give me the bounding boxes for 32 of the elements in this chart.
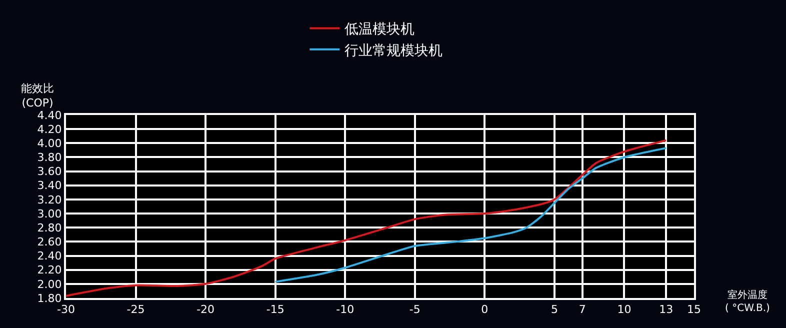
line-series — [66, 139, 668, 297]
x-tick-label: 13 — [659, 303, 674, 316]
y-tick-label: 4.00 — [37, 137, 62, 150]
y-tick-label: 3.60 — [37, 165, 62, 178]
x-tick-label: -20 — [196, 303, 215, 316]
x-tick-label: -30 — [57, 303, 75, 316]
legend-label: 低温模块机 — [344, 22, 415, 38]
x-tick-label: -25 — [126, 303, 145, 316]
y-tick-label: 3.80 — [37, 151, 62, 164]
x-tick-label: -5 — [409, 303, 420, 316]
x-tick-label: 15 — [687, 303, 701, 316]
x-tick-label: 7 — [578, 303, 586, 316]
y-tick-label: 3.00 — [37, 207, 62, 220]
y-tick-label: 1.80 — [37, 292, 62, 305]
y-tick-label: 4.40 — [37, 108, 62, 122]
y-tick-label: 2.40 — [37, 250, 62, 263]
x-tick-label: 10 — [617, 303, 632, 316]
y-tick-label: 4.20 — [37, 122, 62, 136]
y-tick-label: 2.80 — [37, 221, 62, 234]
x-tick-label: -10 — [336, 303, 354, 316]
y-axis-title: 能效比 (COP) — [21, 82, 54, 110]
x-axis-title: 室外温度 ( °CW.B.) — [725, 289, 770, 314]
legend-label: 行业常规模块机 — [344, 42, 443, 59]
x-tick-label: 0 — [481, 303, 488, 316]
x-tick-label: 5 — [550, 303, 558, 316]
y-tick-label: 3.40 — [37, 179, 62, 192]
y-tick-label: 2.20 — [37, 264, 62, 277]
x-tick-label: -15 — [266, 303, 284, 316]
y-tick-label: 2.60 — [37, 236, 62, 249]
y-tick-label: 2.00 — [37, 278, 62, 291]
y-tick-label: 3.20 — [37, 193, 62, 206]
line-series — [274, 147, 668, 283]
